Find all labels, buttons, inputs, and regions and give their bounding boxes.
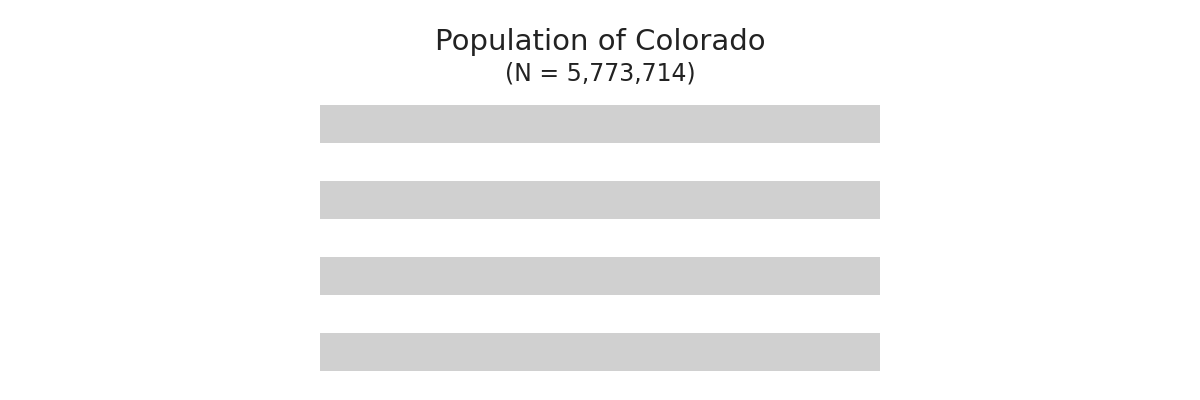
Text: Amer Ind  |  AK Native: Amer Ind | AK Native bbox=[350, 303, 581, 325]
Text: Nat Haw  |  Pac Islander: Nat Haw | Pac Islander bbox=[350, 265, 598, 287]
Text: Hispanic (All Races): Hispanic (All Races) bbox=[350, 190, 557, 210]
Text: 3.8%: 3.8% bbox=[797, 152, 850, 172]
Text: 65.1%: 65.1% bbox=[784, 114, 850, 134]
Text: 5.0%: 5.0% bbox=[797, 342, 850, 362]
Text: 1.3%: 1.3% bbox=[797, 304, 850, 324]
Text: 3.5%: 3.5% bbox=[797, 228, 850, 248]
Text: Asian: Asian bbox=[350, 228, 407, 248]
Text: Non-Hispanic White: Non-Hispanic White bbox=[350, 114, 554, 134]
Text: 0.2%: 0.2% bbox=[797, 266, 850, 286]
Text: Population of Colorado: Population of Colorado bbox=[434, 28, 766, 56]
Text: Non-Hispanic Black: Non-Hispanic Black bbox=[350, 152, 551, 172]
Text: Other  |  >1  |  NR: Other | >1 | NR bbox=[350, 341, 536, 363]
Text: (N = 5,773,714): (N = 5,773,714) bbox=[505, 62, 695, 86]
Text: 21.9%: 21.9% bbox=[784, 190, 850, 210]
